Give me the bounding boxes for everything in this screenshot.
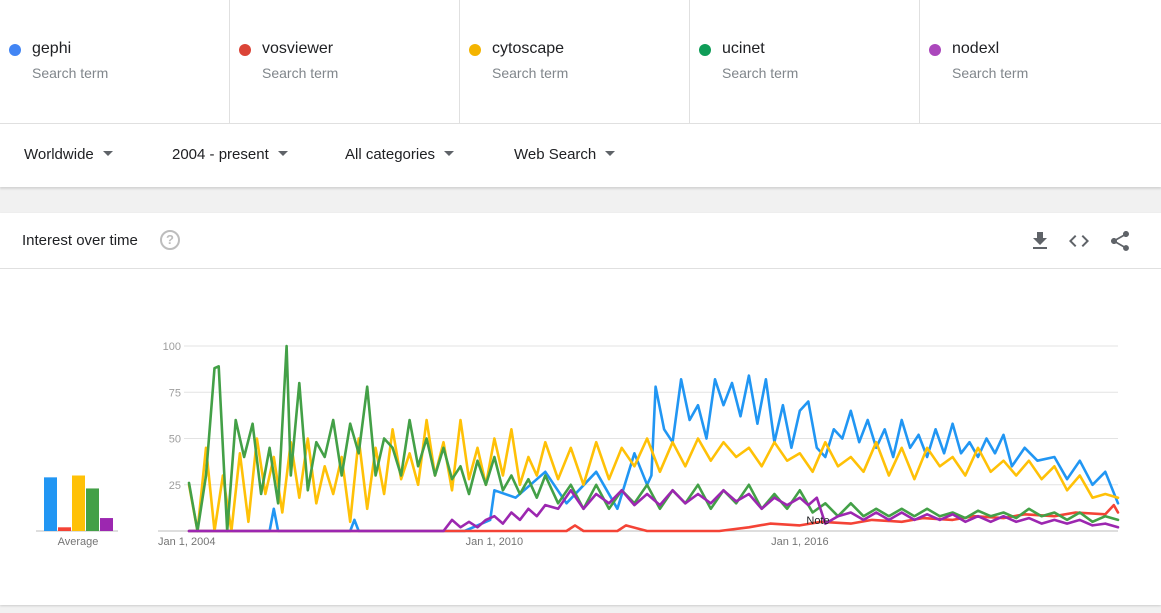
embed-code-icon[interactable] (1067, 229, 1091, 253)
caret-down-icon (277, 150, 288, 156)
region-label: Worldwide (24, 146, 94, 163)
term-type: Search term (722, 65, 799, 81)
category-label: All categories (345, 146, 436, 163)
series-color-dot (9, 44, 21, 56)
term-name: gephi (32, 40, 72, 57)
series-line-ucinet (187, 344, 1120, 533)
y-tick-label: 75 (169, 387, 181, 399)
term-cytoscape[interactable]: cytoscape Search term (460, 0, 690, 124)
series-color-dot (469, 44, 481, 56)
time-range-dropdown[interactable]: 2004 - present (172, 146, 288, 163)
term-ucinet[interactable]: ucinet Search term (690, 0, 920, 124)
search-terms-bar: gephi Search term vosviewer Search term … (0, 0, 1161, 124)
average-bar-gephi (44, 477, 57, 531)
series-color-dot (239, 44, 251, 56)
y-tick-label: 50 (169, 434, 181, 446)
term-name: cytoscape (492, 40, 565, 57)
x-tick-label: Jan 1, 2004 (158, 536, 216, 548)
term-vosviewer[interactable]: vosviewer Search term (230, 0, 460, 124)
time-range-label: 2004 - present (172, 146, 269, 163)
search-type-dropdown[interactable]: Web Search (514, 146, 616, 163)
average-bar-ucinet (86, 488, 99, 531)
x-tick-label: Jan 1, 2010 (466, 536, 524, 548)
term-type: Search term (32, 65, 109, 81)
interest-over-time-card: Interest over time ? 100 75 50 25 Jan 1, 200… (0, 213, 1161, 605)
average-bar-cytoscape (72, 475, 85, 531)
x-tick-label: Jan 1, 2016 (771, 536, 829, 548)
search-type-label: Web Search (514, 146, 597, 163)
share-icon[interactable] (1108, 229, 1132, 253)
help-icon[interactable]: ? (160, 230, 180, 250)
term-type: Search term (262, 65, 339, 81)
term-gephi[interactable]: gephi Search term (0, 0, 230, 124)
download-icon[interactable] (1028, 229, 1052, 253)
card-title: Interest over time (22, 232, 138, 249)
average-bar-nodexl (100, 518, 113, 531)
filter-bar: Worldwide 2004 - present All categories … (0, 124, 1161, 187)
series-color-dot (929, 44, 941, 56)
y-tick-label: 100 (163, 341, 181, 353)
term-type: Search term (952, 65, 1029, 81)
term-nodexl[interactable]: nodexl Search term (920, 0, 1161, 124)
caret-down-icon (102, 150, 113, 156)
term-type: Search term (492, 65, 569, 81)
series-color-dot (699, 44, 711, 56)
y-tick-label: 25 (169, 480, 181, 492)
caret-down-icon (605, 150, 616, 156)
series-line-gephi (187, 374, 1120, 533)
region-dropdown[interactable]: Worldwide (24, 146, 113, 163)
interest-over-time-chart: 100 75 50 25 Jan 1, 2004 Jan 1, 2010 Jan 1, 20… (36, 341, 1120, 548)
note-annotation: Note (806, 515, 829, 527)
card-header: Interest over time ? (0, 213, 1161, 269)
average-label: Average (58, 536, 99, 548)
average-bar-vosviewer (58, 527, 71, 531)
term-name: vosviewer (262, 40, 334, 57)
category-dropdown[interactable]: All categories (345, 146, 455, 163)
caret-down-icon (444, 150, 455, 156)
series-line-nodexl (187, 489, 1120, 533)
term-name: nodexl (952, 40, 1000, 57)
series-line-vosviewer (187, 503, 1120, 533)
term-name: ucinet (722, 40, 765, 57)
